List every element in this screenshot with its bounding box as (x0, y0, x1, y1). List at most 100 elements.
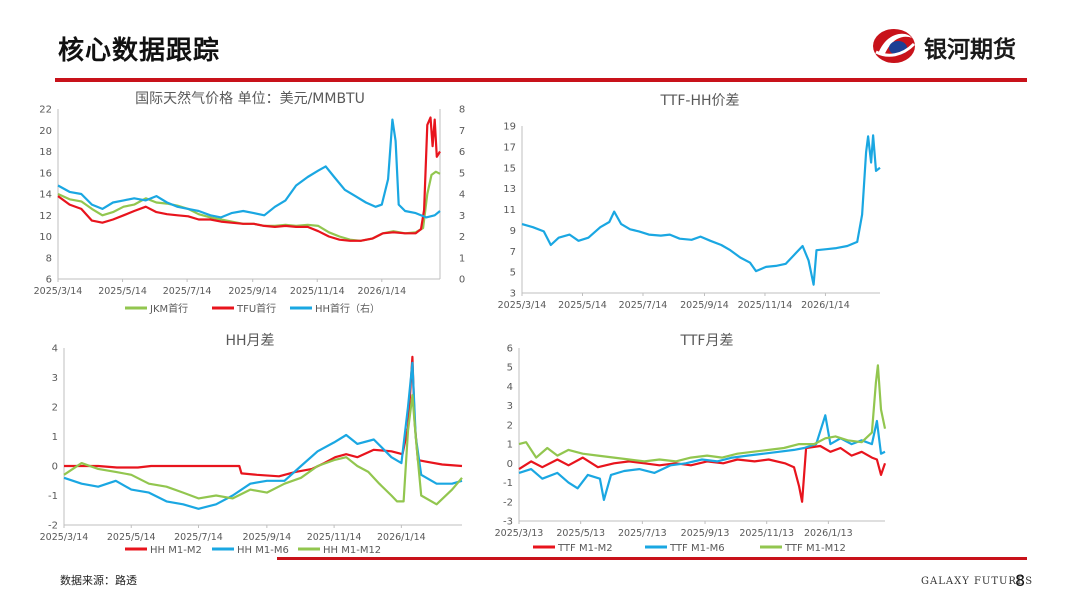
series-line-hh--2 (57, 118, 441, 219)
page-title: 核心数据跟踪 (58, 36, 221, 66)
footer-divider (277, 557, 1027, 560)
y-tick-label: 3 (507, 401, 513, 412)
y-tick-label: 3 (52, 373, 58, 384)
y-tick-label: 5 (507, 363, 513, 374)
series-line-ttf-m1-m12-2 (518, 364, 887, 463)
y-tick-label: 0 (52, 462, 58, 473)
chart-title: TTF月差 (680, 333, 734, 349)
page-number: 8 (1015, 571, 1026, 590)
legend-label: JKM首行 (149, 302, 188, 315)
y-tick-label: 17 (503, 142, 516, 153)
y-tick-label: 15 (503, 163, 516, 174)
y-tick-label: 10 (39, 232, 52, 243)
x-tick-label: 2025/5/14 (558, 300, 607, 311)
data-source-note: 数据来源：路透 (60, 574, 137, 587)
y-tick-label: 20 (39, 126, 52, 137)
series-line-tfu--1 (57, 116, 441, 242)
x-tick-label: 2025/3/13 (495, 528, 544, 539)
ttf-month-spread-chart: TTF月差 -3 -2 -1 0 1 2 3 4 5 6 2025/3/13 2025/5/13 2025… (495, 333, 887, 554)
y-tick-label: -1 (48, 491, 58, 502)
legend-label: HH M1-M2 (150, 545, 202, 556)
legend-label: TTF M1-M6 (669, 543, 725, 554)
galaxy-logo-icon (873, 29, 916, 63)
x-tick-label: 2026/1/13 (804, 528, 853, 539)
series-line-hh-m1-m12-2 (63, 394, 463, 506)
x-tick-label: 2025/7/14 (619, 300, 668, 311)
y-tick-label: 1 (52, 432, 58, 443)
x-tick-label: 2025/11/13 (739, 528, 794, 539)
legend-label: TFU首行 (236, 302, 276, 315)
chart-title: TTF-HH价差 (659, 93, 739, 109)
y-tick-label: 22 (39, 105, 52, 116)
y-tick-label: -2 (503, 497, 513, 508)
y2-tick-label: 4 (459, 190, 465, 201)
natural-gas-price-chart: 国际天然气价格 单位：美元/MMBTU681012141618202201234… (34, 90, 466, 315)
x-tick-label: 2025/7/14 (174, 532, 223, 543)
x-tick-label: 2025/5/13 (556, 528, 605, 539)
x-tick-label: 2026/1/14 (377, 532, 426, 543)
series-line-ttf-m1-m6-1 (518, 414, 886, 501)
y-tick-label: 8 (46, 253, 52, 264)
y-tick-label: 7 (510, 247, 516, 258)
x-tick-label: 2026/1/14 (357, 286, 406, 297)
y-tick-label: 11 (503, 205, 516, 216)
x-tick-label: 2025/11/14 (307, 532, 362, 543)
x-tick-label: 2025/5/14 (98, 286, 147, 297)
y-tick-label: -1 (503, 478, 513, 489)
y2-tick-label: 7 (459, 126, 465, 137)
series-line-spread-0 (521, 134, 881, 286)
hh-month-spread-chart: HH月差 -2 -1 0 1 2 3 4 2025/3/14 2025/5/14 2025/7/14… (40, 333, 463, 556)
y-tick-label: 1 (507, 440, 513, 451)
y-tick-label: 12 (39, 211, 52, 222)
y-tick-label: 6 (46, 275, 52, 286)
y-tick-label: 5 (510, 268, 516, 279)
y-tick-label: 13 (503, 184, 516, 195)
y-tick-label: 2 (507, 420, 513, 431)
y-tick-label: 18 (39, 147, 52, 158)
y-tick-label: 16 (39, 168, 52, 179)
y2-tick-label: 5 (459, 168, 465, 179)
legend-label: HH M1-M12 (323, 545, 381, 556)
legend-label: TTF M1-M2 (557, 543, 613, 554)
header-divider (55, 78, 1027, 82)
series-line-jkm--0 (57, 170, 441, 242)
brand-name: 银河期货 (924, 37, 1016, 63)
x-tick-label: 2025/5/14 (107, 532, 156, 543)
y-tick-label: 6 (507, 344, 513, 355)
legend-label: HH首行（右） (315, 302, 380, 315)
y2-tick-label: 0 (459, 275, 465, 286)
chart-title: HH月差 (225, 333, 274, 349)
x-tick-label: 2025/3/14 (34, 286, 83, 297)
x-tick-label: 2025/11/14 (290, 286, 345, 297)
y-tick-label: 2 (52, 403, 58, 414)
series-line-ttf-m1-m2-0 (518, 444, 887, 503)
y-tick-label: 19 (503, 122, 516, 133)
x-tick-label: 2025/3/14 (498, 300, 547, 311)
y2-tick-label: 1 (459, 253, 465, 264)
y2-tick-label: 6 (459, 147, 465, 158)
legend-label: HH M1-M6 (237, 545, 289, 556)
y-tick-label: -2 (48, 521, 58, 532)
x-tick-label: 2026/1/14 (801, 300, 850, 311)
chart-title: 国际天然气价格 单位：美元/MMBTU (135, 90, 365, 107)
y-tick-label: 14 (39, 190, 52, 201)
x-tick-label: 2025/11/14 (738, 300, 793, 311)
y2-tick-label: 3 (459, 211, 465, 222)
footer-brand: GALAXY FUTURES (921, 576, 1034, 587)
y2-tick-label: 8 (459, 105, 465, 116)
legend-label: TTF M1-M12 (784, 543, 846, 554)
ttf-hh-spread-chart: TTF-HH价差 3 5 7 9 11 13 15 17 19 2025/3/14 2025/5/14… (498, 93, 881, 311)
x-tick-label: 2025/7/14 (163, 286, 212, 297)
y-tick-label: 3 (510, 289, 516, 300)
series-line-hh-m1-m6-1 (63, 361, 463, 510)
y-tick-label: -3 (503, 517, 513, 528)
y-tick-label: 0 (507, 459, 513, 470)
x-tick-label: 2025/7/13 (618, 528, 667, 539)
y-tick-label: 9 (510, 226, 516, 237)
y2-tick-label: 2 (459, 232, 465, 243)
brand-logo: 银河期货 (872, 26, 1032, 66)
x-tick-label: 2025/9/14 (680, 300, 729, 311)
x-tick-label: 2025/9/14 (242, 532, 291, 543)
x-tick-label: 2025/9/14 (228, 286, 277, 297)
x-tick-label: 2025/3/14 (40, 532, 89, 543)
